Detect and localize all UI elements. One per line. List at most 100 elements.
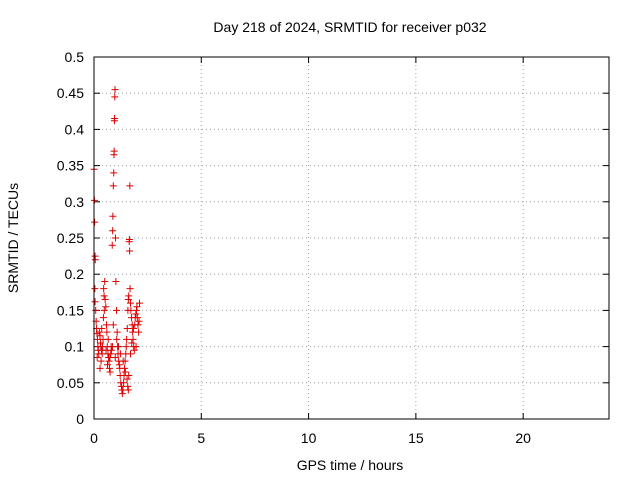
y-tick-label: 0.35 xyxy=(57,158,84,174)
data-point xyxy=(113,335,121,343)
data-point xyxy=(129,335,137,343)
data-point xyxy=(119,357,127,365)
data-point xyxy=(126,285,134,293)
data-point xyxy=(130,346,138,354)
data-point xyxy=(97,357,105,365)
y-axis-title: SRMTID / TECUs xyxy=(5,183,21,293)
data-point xyxy=(126,247,134,255)
x-tick-label: 15 xyxy=(408,430,424,446)
data-point xyxy=(104,335,112,343)
data-point xyxy=(108,343,116,351)
data-point xyxy=(112,277,120,285)
data-point xyxy=(109,212,117,220)
data-point xyxy=(124,386,132,394)
data-point xyxy=(91,218,99,226)
data-point xyxy=(135,299,143,307)
y-tick-label: 0.1 xyxy=(65,339,85,355)
data-point xyxy=(103,328,111,336)
data-point xyxy=(123,375,131,383)
data-point xyxy=(124,382,132,390)
data-point xyxy=(100,292,108,300)
data-point xyxy=(111,234,119,242)
data-point xyxy=(117,350,125,358)
data-point xyxy=(123,335,131,343)
data-point xyxy=(133,303,141,311)
data-point xyxy=(120,364,128,372)
data-point xyxy=(98,325,106,332)
y-tick-label: 0 xyxy=(76,411,84,427)
y-tick-label: 0.15 xyxy=(57,302,84,318)
data-point xyxy=(120,379,128,387)
y-tick-label: 0.45 xyxy=(57,85,84,101)
data-point xyxy=(100,285,108,293)
data-point xyxy=(111,93,119,101)
data-point xyxy=(91,298,99,306)
data-point xyxy=(113,306,121,314)
data-point xyxy=(111,115,119,123)
data-point xyxy=(132,310,140,318)
data-point xyxy=(95,328,103,336)
data-point xyxy=(105,357,113,365)
data-point xyxy=(129,328,137,336)
data-point xyxy=(109,182,117,190)
data-point xyxy=(123,325,131,332)
data-point xyxy=(109,321,117,329)
data-point xyxy=(102,321,110,329)
chart-title: Day 218 of 2024, SRMTID for receiver p03… xyxy=(213,19,486,35)
data-point xyxy=(110,169,118,177)
data-point xyxy=(126,350,134,358)
data-point xyxy=(96,332,104,340)
y-tick-label: 0.2 xyxy=(65,266,85,282)
tick-labels: 0 0.05 0.1 0.15 0.2 0.25 0.3 0.35 0.4 0.45 0.5 0 5 10… xyxy=(57,49,531,446)
data-point xyxy=(104,361,112,369)
data-point xyxy=(109,227,117,235)
data-point xyxy=(107,350,115,358)
data-point xyxy=(91,285,99,293)
data-point xyxy=(122,343,130,351)
data-point xyxy=(108,241,116,249)
data-point xyxy=(125,292,133,300)
data-point xyxy=(106,368,114,376)
data-point xyxy=(126,182,134,190)
x-tick-label: 0 xyxy=(90,430,98,446)
plot-frame xyxy=(93,56,610,420)
data-points xyxy=(90,86,143,398)
data-point xyxy=(102,303,110,311)
data-point xyxy=(118,390,126,398)
data-point xyxy=(96,364,104,372)
data-point xyxy=(101,296,109,304)
data-point xyxy=(92,306,100,314)
data-point xyxy=(132,343,140,351)
data-point xyxy=(111,86,119,94)
y-tick-label: 0.05 xyxy=(57,375,84,391)
axis-ticks xyxy=(93,56,609,420)
y-tick-label: 0.25 xyxy=(57,230,84,246)
data-point xyxy=(102,346,110,354)
data-point xyxy=(113,328,121,336)
x-tick-label: 5 xyxy=(197,430,205,446)
data-point xyxy=(129,325,137,332)
data-point xyxy=(133,314,141,322)
data-point xyxy=(114,343,122,351)
x-axis-title: GPS time / hours xyxy=(297,457,404,473)
data-point xyxy=(134,321,142,329)
x-tick-label: 10 xyxy=(301,430,317,446)
y-tick-label: 0.4 xyxy=(65,121,85,137)
data-point xyxy=(126,299,134,307)
data-point xyxy=(101,277,109,285)
data-point xyxy=(93,353,101,361)
data-point xyxy=(100,306,108,314)
data-point xyxy=(128,339,136,347)
data-point xyxy=(121,368,129,376)
data-point xyxy=(91,256,99,264)
grid xyxy=(94,57,609,419)
data-point xyxy=(110,147,118,155)
data-point xyxy=(111,353,119,361)
y-tick-label: 0.5 xyxy=(65,49,85,65)
data-point xyxy=(105,364,113,372)
data-point xyxy=(99,314,107,322)
data-point xyxy=(135,328,143,336)
data-point xyxy=(135,317,143,325)
y-tick-label: 0.3 xyxy=(65,194,85,210)
